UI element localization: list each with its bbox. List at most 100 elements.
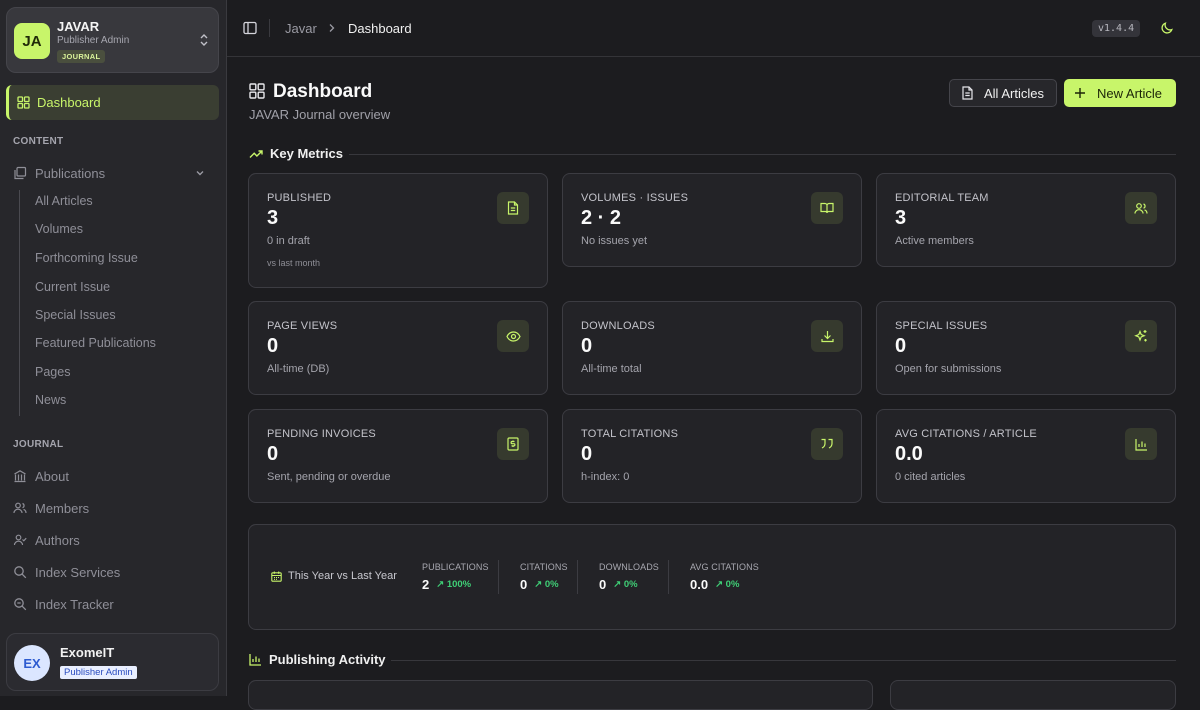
chevron-down-icon (196, 171, 204, 176)
dashboard-icon (17, 96, 30, 109)
user-name: ExomeIT (60, 645, 115, 660)
all-articles-button[interactable]: All Articles (949, 79, 1057, 107)
metric-value: 0.0 (895, 443, 923, 465)
sidebar-item-label: Members (35, 500, 90, 516)
metric-icon-box (811, 320, 843, 352)
metric-label: EDITORIAL TEAM (895, 192, 989, 204)
journal-role: Publisher Admin (57, 35, 130, 46)
sidebar-item-publications[interactable]: Publications (13, 161, 213, 185)
activity-side-card (890, 680, 1176, 710)
sidebar-subitem-all-articles[interactable]: All Articles (35, 194, 93, 208)
stat-label: AVG CITATIONS (690, 562, 759, 572)
sparkles-icon (1134, 329, 1147, 342)
bar-chart-icon (1134, 438, 1147, 451)
topbar-divider (269, 19, 270, 37)
stat-value: 0.0 (690, 577, 709, 592)
metric-card-downloads: DOWNLOADS 0 All-time total (562, 301, 862, 395)
metric-icon-box (811, 192, 843, 224)
download-icon (820, 330, 834, 342)
metric-label: SPECIAL ISSUES (895, 320, 988, 332)
comparison-stat-citations: CITATIONS 0 ↗ 0% (520, 562, 568, 592)
stat-label: PUBLICATIONS (422, 562, 489, 572)
user-role-badge: Publisher Admin (60, 666, 137, 679)
sidebar: JA JAVAR Publisher Admin JOURNAL Dashboa… (0, 0, 227, 696)
sidebar-item-about[interactable]: About (13, 464, 213, 488)
metric-label: DOWNLOADS (581, 320, 655, 332)
submenu-guide-line (19, 190, 20, 416)
sidebar-item-index-services[interactable]: Index Services (13, 560, 213, 584)
journal-switcher[interactable]: JA JAVAR Publisher Admin JOURNAL (6, 7, 219, 73)
new-article-button[interactable]: New Article (1064, 79, 1176, 107)
comparison-title-text: This Year vs Last Year (288, 570, 397, 582)
sidebar-subitem-special-issues[interactable]: Special Issues (35, 308, 116, 322)
metric-icon-box (497, 320, 529, 352)
metric-label: TOTAL CITATIONS (581, 428, 679, 440)
metric-label: PAGE VIEWS (267, 320, 338, 332)
sidebar-subitem-news[interactable]: News (35, 393, 67, 407)
stat-value-row: 0.0 ↗ 0% (690, 577, 759, 592)
stat-change: ↗ 100% (436, 579, 472, 590)
metric-note: Sent, pending or overdue (267, 471, 391, 483)
sidebar-subitem-forthcoming-issue[interactable]: Forthcoming Issue (35, 251, 138, 265)
receipt-icon (507, 437, 519, 451)
metric-note: All-time (DB) (267, 363, 330, 375)
metric-value: 0 (267, 335, 279, 357)
sidebar-item-label: Authors (35, 532, 80, 548)
avatar: EX (14, 645, 50, 681)
stat-divider (498, 560, 499, 594)
sidebar-subitem-pages[interactable]: Pages (35, 365, 71, 379)
metric-note: Active members (895, 235, 974, 247)
users-icon (1134, 202, 1148, 214)
stat-value: 0 (599, 577, 607, 592)
quote-icon (821, 438, 833, 449)
metric-value: 2 · 2 (581, 207, 622, 229)
stat-value-row: 0 ↗ 0% (520, 577, 568, 592)
sidebar-item-label: Index Tracker (35, 596, 114, 612)
metric-note: 0 in draft (267, 235, 310, 247)
zoom-search-icon (14, 598, 27, 611)
search-icon (14, 566, 27, 579)
metric-value: 0 (581, 335, 593, 357)
content-section-header: CONTENT (13, 136, 64, 147)
metric-note: All-time total (581, 363, 642, 375)
sidebar-item-label: Dashboard (37, 95, 101, 110)
sidebar-item-members[interactable]: Members (13, 496, 213, 520)
version-badge: v1.4.4 (1092, 20, 1141, 37)
sidebar-subitem-current-issue[interactable]: Current Issue (35, 280, 111, 294)
metric-value: 0 (581, 443, 593, 465)
user-menu[interactable]: EX ExomeIT Publisher Admin (6, 633, 219, 691)
sidebar-item-label: About (35, 468, 69, 484)
metric-icon-box (497, 428, 529, 460)
activity-chart-card (248, 680, 873, 710)
breadcrumb-root[interactable]: Javar (285, 21, 317, 36)
sidebar-item-label: Publications (35, 165, 106, 181)
user-check-icon (13, 534, 27, 546)
metric-label: VOLUMES · ISSUES (581, 192, 689, 204)
sidebar-subitem-featured-publications[interactable]: Featured Publications (35, 336, 156, 350)
sidebar-subitem-volumes[interactable]: Volumes (35, 222, 83, 236)
sidebar-item-dashboard[interactable]: Dashboard (6, 85, 219, 120)
comparison-stat-downloads: DOWNLOADS 0 ↗ 0% (599, 562, 659, 592)
metric-label: PENDING INVOICES (267, 428, 376, 440)
book-open-icon (820, 202, 834, 214)
stat-divider (668, 560, 669, 594)
page-title: Dashboard (273, 81, 373, 102)
dashboard-icon (249, 83, 265, 99)
publishing-activity-heading: Publishing Activity (249, 652, 386, 667)
stat-value-row: 2 ↗ 100% (422, 577, 489, 592)
year-comparison-panel: This Year vs Last Year PUBLICATIONS 2 ↗ 1… (248, 524, 1176, 630)
comparison-title: This Year vs Last Year (271, 570, 397, 582)
sidebar-item-index-tracker[interactable]: Index Tracker (13, 592, 213, 616)
moon-icon[interactable] (1160, 21, 1174, 35)
journal-section-header: JOURNAL (13, 439, 64, 450)
sidebar-toggle-icon[interactable] (243, 21, 257, 35)
section-title: Key Metrics (270, 146, 343, 161)
metric-icon-box (811, 428, 843, 460)
metric-value: 3 (267, 207, 279, 229)
library-icon (14, 166, 27, 180)
sidebar-item-authors[interactable]: Authors (13, 528, 213, 552)
document-icon (507, 201, 519, 215)
trending-up-icon (249, 149, 263, 158)
landmark-icon (14, 470, 26, 483)
metric-card-published: PUBLISHED 3 0 in draft vs last month (248, 173, 548, 288)
